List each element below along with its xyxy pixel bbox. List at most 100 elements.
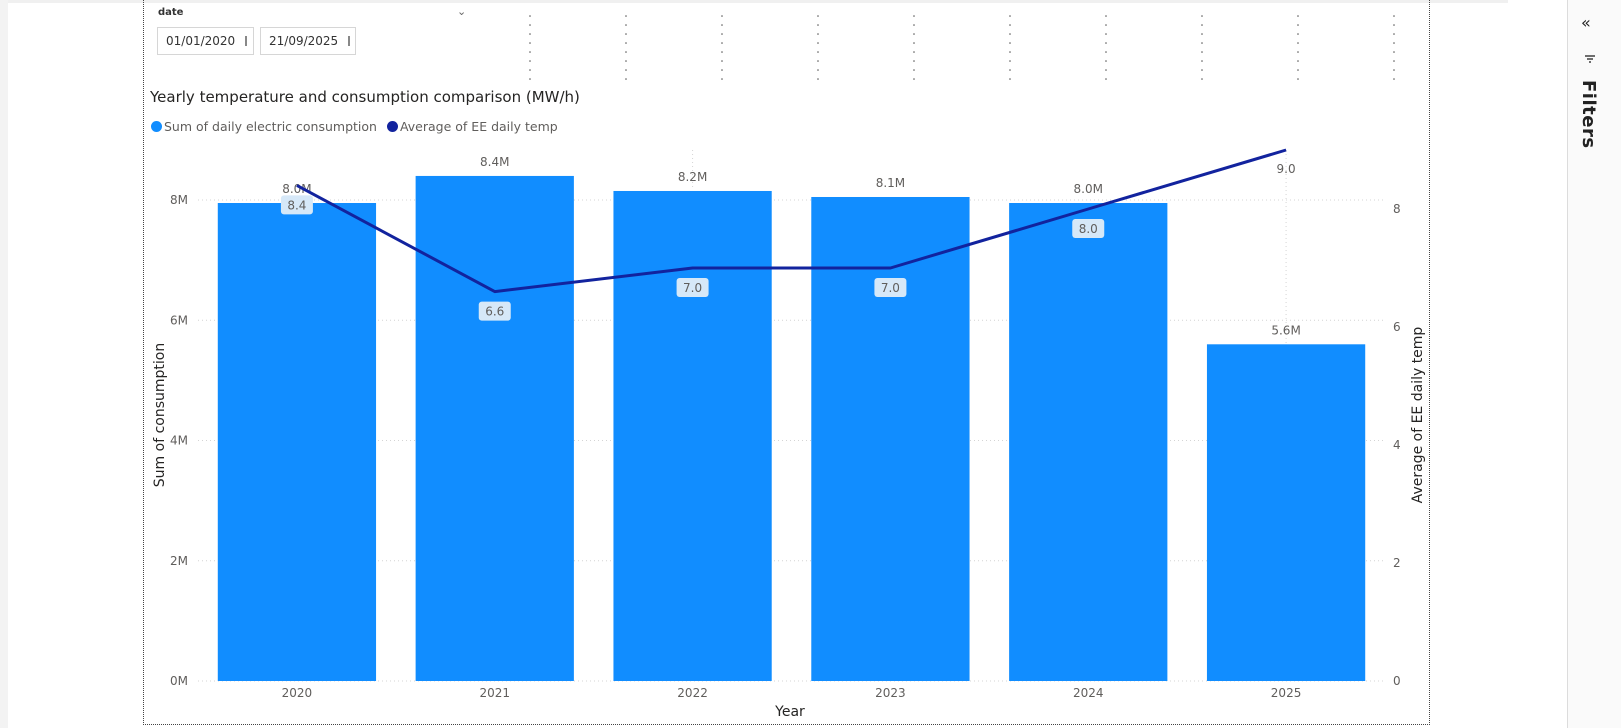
placeholder-dot	[817, 51, 819, 53]
x-tick-label: 2025	[1271, 686, 1302, 700]
bar	[217, 203, 377, 681]
chevron-down-icon[interactable]: ⌄	[457, 5, 467, 18]
y2-axis-title: Average of EE daily temp	[1410, 327, 1426, 504]
x-tick-label: 2021	[479, 686, 510, 700]
calendar-icon[interactable]	[348, 36, 351, 46]
placeholder-dot	[1393, 42, 1395, 44]
y2-tick-label: 4	[1393, 438, 1401, 452]
placeholder-dot	[913, 42, 915, 44]
placeholder-dot	[721, 51, 723, 53]
y2-tick-label: 6	[1393, 320, 1401, 334]
y-tick-label: 6M	[170, 313, 188, 327]
placeholder-dot	[625, 33, 627, 35]
placeholder-dot	[1393, 51, 1395, 53]
placeholder-dot	[817, 24, 819, 26]
line-label-bg	[478, 301, 511, 321]
x-tick-label: 2022	[677, 686, 708, 700]
placeholder-dot	[1105, 51, 1107, 53]
placeholder-dot	[817, 69, 819, 71]
chart-legend: Sum of daily electric consumption Averag…	[151, 119, 568, 134]
filter-icon[interactable]	[1583, 52, 1597, 66]
double-chevron-left-icon[interactable]: «	[1581, 13, 1591, 32]
placeholder-dot	[817, 33, 819, 35]
placeholder-dot	[721, 24, 723, 26]
x-tick-label: 2020	[282, 686, 313, 700]
start-date-value: 01/01/2020	[166, 34, 236, 48]
placeholder-dot	[817, 78, 819, 80]
placeholder-dot	[625, 69, 627, 71]
placeholder-dot	[529, 15, 531, 17]
placeholder-dot	[625, 60, 627, 62]
placeholder-dot	[1009, 51, 1011, 53]
filters-pane	[1567, 0, 1621, 728]
line-label-bg	[280, 195, 313, 215]
placeholder-dot	[529, 51, 531, 53]
placeholder-dot	[817, 60, 819, 62]
line-label-bg	[1072, 219, 1105, 238]
placeholder-dot	[721, 78, 723, 80]
legend-label: Sum of daily electric consumption	[164, 119, 377, 134]
placeholder-dot	[1393, 60, 1395, 62]
placeholder-dot	[529, 78, 531, 80]
line-series	[296, 148, 1287, 294]
placeholder-dot	[625, 15, 627, 17]
placeholder-dot	[721, 15, 723, 17]
bar-data-label: 8.0M	[282, 182, 311, 196]
placeholder-dot	[1105, 42, 1107, 44]
line-data-label: 7.0	[683, 281, 702, 295]
placeholder-dot	[913, 33, 915, 35]
line-data-label: 8.4	[287, 198, 306, 212]
placeholder-dot	[1297, 60, 1299, 62]
placeholder-dot	[1105, 33, 1107, 35]
placeholder-dot	[529, 24, 531, 26]
placeholder-dot	[1201, 33, 1203, 35]
y-tick-label: 8M	[170, 193, 188, 207]
legend-item-consumption[interactable]: Sum of daily electric consumption	[151, 119, 377, 134]
calendar-icon[interactable]	[245, 36, 248, 46]
bar-data-label: 8.1M	[876, 176, 905, 190]
end-date-value: 21/09/2025	[269, 34, 339, 48]
placeholder-dot	[1009, 33, 1011, 35]
placeholder-dot	[529, 69, 531, 71]
placeholder-dot	[1393, 24, 1395, 26]
date-slicer-title: date	[158, 7, 184, 18]
x-axis-title: Year	[774, 704, 805, 720]
y-tick-label: 2M	[170, 554, 188, 568]
placeholder-dot	[721, 69, 723, 71]
line-data-label: 6.6	[485, 305, 504, 319]
line-data-label: 8.0	[1079, 222, 1098, 236]
bar-data-label: 8.4M	[480, 155, 509, 169]
placeholder-dot	[1009, 78, 1011, 80]
bar	[1206, 344, 1366, 681]
placeholder-dot	[1105, 15, 1107, 17]
legend-marker	[151, 121, 162, 132]
y-axis-title: Sum of consumption	[152, 343, 168, 487]
placeholder-dot	[1297, 15, 1299, 17]
placeholder-dot	[1297, 24, 1299, 26]
placeholder-dot	[529, 60, 531, 62]
placeholder-dot	[817, 15, 819, 17]
chart-visual-container[interactable]	[143, 0, 1430, 725]
legend-marker	[386, 121, 398, 132]
bar	[613, 190, 772, 681]
combo-chart: 0M 2M 4M 6M 8M 0 2 4 6 8 8.0M 8.4M 8.2M 8.1M 8.0M 5.6M 2…	[152, 148, 1426, 720]
end-date-input[interactable]: 21/09/2025	[260, 27, 356, 55]
placeholder-dot	[1201, 51, 1203, 53]
placeholder-dot	[1393, 33, 1395, 35]
placeholder-dot	[1201, 42, 1203, 44]
start-date-input[interactable]: 01/01/2020	[157, 27, 254, 55]
bar	[1009, 203, 1168, 681]
placeholder-dot	[1009, 69, 1011, 71]
placeholder-dot	[529, 33, 531, 35]
placeholder-dot	[1297, 78, 1299, 80]
placeholder-dot	[1297, 33, 1299, 35]
placeholder-dot	[721, 33, 723, 35]
canvas-top-edge	[8, 0, 1508, 3]
line-data-label: 7.0	[881, 281, 900, 295]
placeholder-dot	[1009, 60, 1011, 62]
legend-item-temperature[interactable]: Average of EE daily temp	[386, 119, 558, 134]
filters-pane-toggle[interactable]: Filters	[1578, 80, 1599, 149]
placeholder-dot	[625, 24, 627, 26]
placeholder-dot	[1201, 78, 1203, 80]
placeholder-dot	[1201, 69, 1203, 71]
